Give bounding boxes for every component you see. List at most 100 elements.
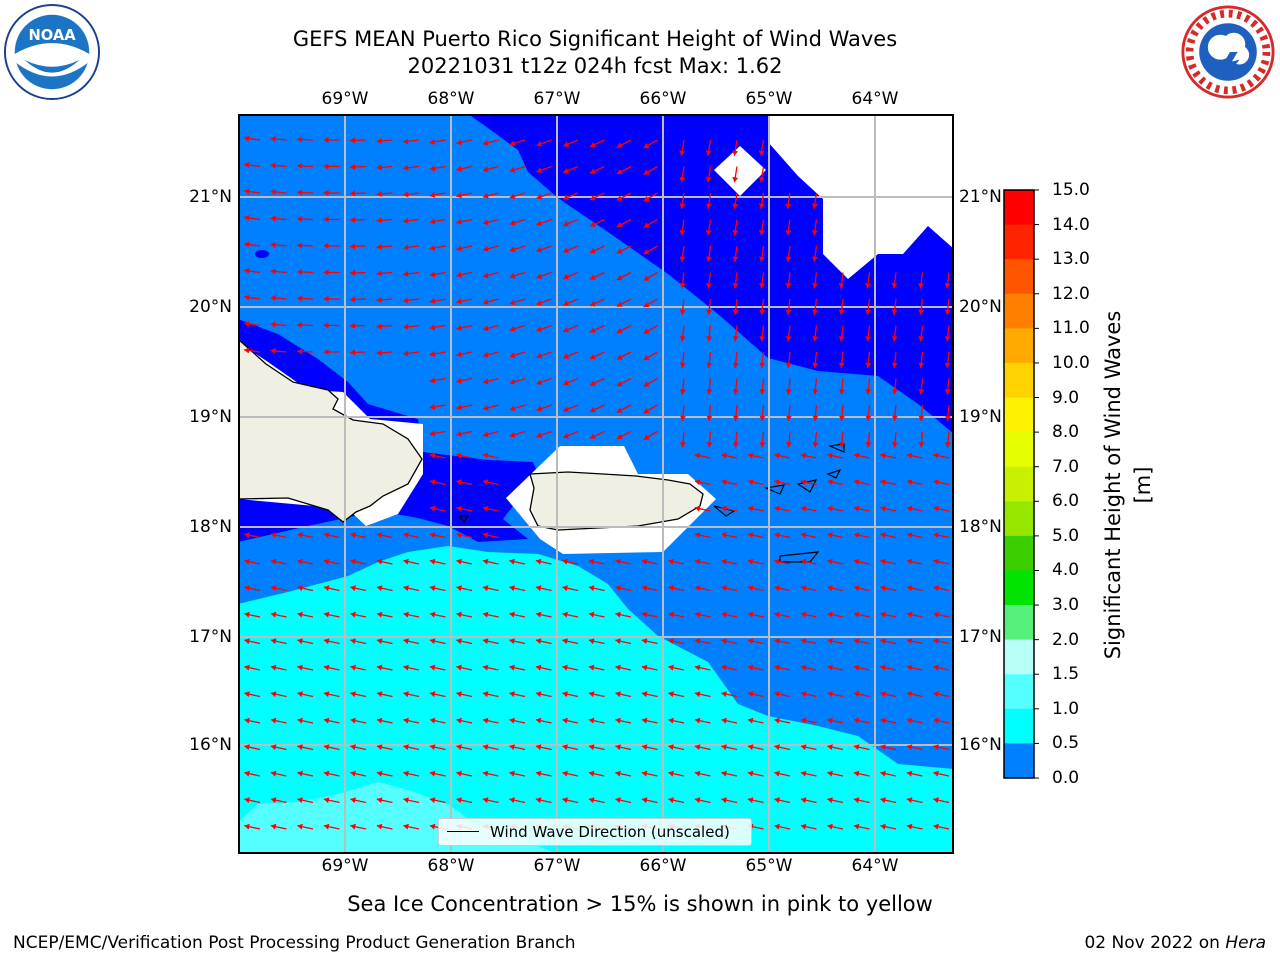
wave-direction-arrowhead: [403, 323, 409, 330]
wave-direction-arrowhead: [694, 664, 701, 671]
wave-direction-arrowhead: [350, 163, 356, 170]
wave-direction-arrowhead: [563, 273, 569, 280]
wave-direction-arrowhead: [323, 242, 329, 249]
wave-direction-arrowhead: [616, 221, 623, 228]
wave-direction-arrowhead: [244, 321, 250, 327]
wave-direction-arrowhead: [403, 691, 409, 698]
wave-direction-arrowhead: [535, 797, 542, 804]
wave-direction-arrowhead: [376, 611, 383, 618]
wave-direction-arrowhead: [918, 336, 925, 342]
wave-direction-arrowhead: [588, 717, 595, 724]
wave-direction-arrowhead: [482, 532, 489, 539]
wave-direction-arrowhead: [323, 216, 329, 223]
wave-direction-arrowhead: [323, 797, 330, 804]
wave-direction-arrowhead: [853, 744, 860, 751]
wave-direction-arrowhead: [732, 389, 739, 395]
lat-label-right: 21°N: [959, 187, 1002, 207]
wave-direction-arrowhead: [509, 352, 516, 359]
wave-direction-arrowhead: [733, 442, 739, 448]
wave-direction-arrowhead: [323, 532, 330, 539]
wave-direction-arrowhead: [376, 296, 382, 303]
wave-direction-arrowhead: [535, 558, 542, 565]
wave-direction-arrowhead: [774, 823, 780, 830]
wave-direction-arrowhead: [535, 691, 542, 698]
wave-direction-arrowhead: [918, 389, 925, 395]
wave-direction-arrowhead: [643, 434, 650, 440]
wave-direction-arrowhead: [918, 415, 925, 421]
wave-direction-arrowhead: [350, 322, 356, 329]
wave-direction-arrowhead: [350, 532, 356, 539]
wave-direction-arrowhead: [429, 664, 436, 671]
wave-direction-arrowhead: [891, 309, 898, 315]
wave-direction-arrowhead: [297, 136, 303, 143]
wave-direction-arrowhead: [456, 298, 462, 305]
wave-direction-arrowhead: [376, 190, 382, 197]
wave-direction-arrowhead: [616, 248, 623, 254]
wave-direction-arrowhead: [906, 691, 913, 698]
colorbar-tick-label: 14.0: [1052, 214, 1090, 235]
wave-direction-arrowhead: [732, 362, 739, 368]
colorbar-segment: [1004, 190, 1034, 226]
wave-direction-arrowhead: [589, 406, 596, 413]
wave-direction-arrowhead: [774, 452, 780, 459]
wave-direction-arrowhead: [403, 350, 409, 357]
wave-direction-arrowhead: [853, 558, 860, 565]
wave-direction-arrowhead: [747, 797, 754, 804]
water-band-0-0.5-patch: [255, 250, 269, 258]
wave-direction-arrowhead: [759, 442, 766, 448]
wave-direction-arrowhead: [643, 169, 650, 175]
wave-direction-arrowhead: [589, 221, 596, 227]
map-title: GEFS MEAN Puerto Rico Significant Height…: [292, 27, 898, 51]
wave-direction-arrowhead: [536, 405, 543, 412]
wave-direction-arrowhead: [880, 452, 886, 459]
wave-direction-arrowhead: [483, 192, 489, 199]
wave-direction-arrowhead: [615, 585, 621, 592]
lon-label-top: 66°W: [639, 89, 687, 109]
wave-direction-arrowhead: [323, 269, 329, 276]
wave-direction-arrowhead: [323, 163, 329, 170]
wave-direction-arrowhead: [747, 611, 754, 618]
wave-direction-arrowhead: [323, 691, 330, 698]
generation-date-text: 02 Nov 2022 on: [1084, 933, 1226, 953]
wave-direction-arrowhead: [747, 691, 754, 698]
colorbar-tick-label: 2.0: [1052, 629, 1080, 650]
wave-direction-arrowhead: [705, 176, 712, 183]
wave-direction-arrowhead: [297, 242, 303, 249]
wave-direction-arrowhead: [800, 479, 807, 486]
wave-direction-arrowhead: [244, 691, 250, 698]
wave-direction-arrowhead: [906, 505, 913, 512]
wave-direction-arrowhead: [403, 558, 409, 565]
wave-direction-arrowhead: [933, 611, 939, 618]
colorbar-tick-label: 13.0: [1052, 249, 1090, 270]
wave-direction-arrowhead: [827, 611, 833, 618]
wave-direction-arrowhead: [785, 203, 792, 209]
wave-direction-arrowhead: [429, 638, 436, 645]
wave-direction-arrowhead: [759, 283, 766, 289]
wave-direction-arrowhead: [323, 322, 329, 329]
wave-direction-arrowhead: [456, 638, 462, 645]
wave-direction-arrowhead: [297, 664, 303, 671]
wave-direction-arrowhead: [641, 717, 648, 724]
wave-direction-arrowhead: [865, 336, 872, 342]
wave-height-map: [238, 114, 954, 854]
wave-direction-arrowhead: [483, 298, 489, 305]
wave-direction-arrowhead: [706, 389, 713, 395]
wave-direction-arrowhead: [403, 270, 409, 277]
nws-logo: [1180, 4, 1276, 104]
wave-direction-arrowhead: [588, 664, 595, 671]
wave-direction-arrowhead: [456, 165, 462, 172]
wave-direction-arrowhead: [906, 479, 913, 486]
wave-direction-arrowhead: [429, 452, 436, 459]
wave-direction-arrowhead: [563, 326, 569, 333]
wave-direction-arrowhead: [705, 150, 712, 156]
wave-direction-arrowhead: [270, 797, 277, 804]
wave-direction-arrowhead: [758, 256, 765, 262]
wave-direction-arrowhead: [588, 638, 595, 645]
wave-direction-arrowhead: [535, 611, 542, 618]
wave-direction-arrowhead: [562, 797, 568, 804]
wave-direction-arrowhead: [403, 797, 409, 804]
wave-direction-arrowhead: [270, 691, 277, 698]
wave-direction-arrowhead: [297, 611, 303, 618]
wave-direction-arrowhead: [376, 558, 383, 565]
wave-direction-arrowhead: [376, 323, 382, 330]
